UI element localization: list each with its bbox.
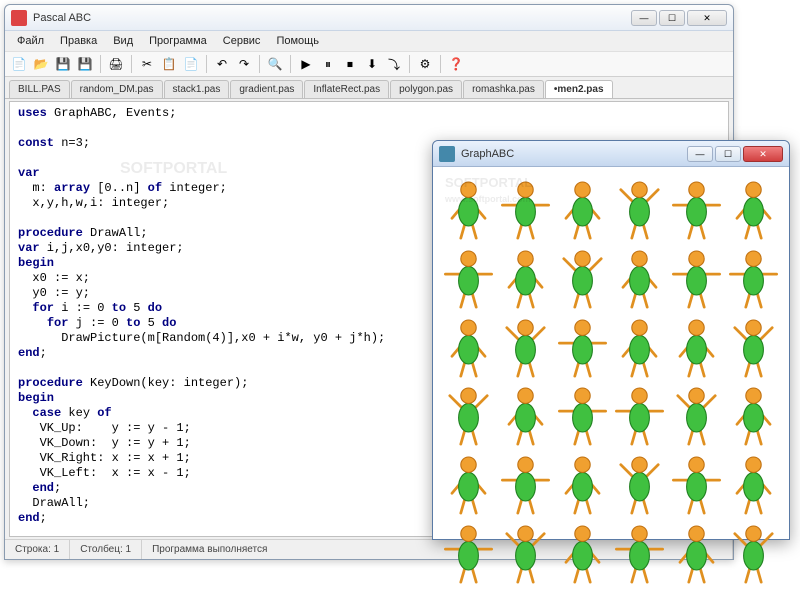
tab-gradient-pas[interactable]: gradient.pas <box>230 80 303 98</box>
figure-cell <box>726 244 781 311</box>
figure-cell <box>498 450 553 517</box>
menubar: ФайлПравкаВидПрограммаСервисПомощь <box>5 31 733 51</box>
help-button[interactable]: ❓ <box>446 54 466 74</box>
figure-cell <box>669 519 724 586</box>
figure-cell <box>555 519 610 586</box>
tab-bill-pas[interactable]: BILL.PAS <box>9 80 70 98</box>
tab-random_dm-pas[interactable]: random_DM.pas <box>71 80 163 98</box>
tab-romashka-pas[interactable]: romashka.pas <box>463 80 544 98</box>
figure-cell <box>612 175 667 242</box>
tab--men2-pas[interactable]: •men2.pas <box>545 80 613 98</box>
find-button[interactable]: 🔍 <box>265 54 285 74</box>
figures-grid <box>437 171 785 535</box>
figure-cell <box>555 244 610 311</box>
figure-cell <box>498 244 553 311</box>
figure-cell <box>669 381 724 448</box>
pause-button[interactable]: ⏸ <box>318 54 338 74</box>
open-button[interactable]: 📂 <box>31 54 51 74</box>
menu-сервис[interactable]: Сервис <box>215 33 269 49</box>
figure-cell <box>555 313 610 380</box>
window-controls: — ☐ ✕ <box>631 10 727 26</box>
menu-программа[interactable]: Программа <box>141 33 215 49</box>
figure-cell <box>669 244 724 311</box>
minimize-button[interactable]: — <box>631 10 657 26</box>
redo-button[interactable]: ↷ <box>234 54 254 74</box>
figure-cell <box>498 519 553 586</box>
figure-cell <box>726 519 781 586</box>
figure-cell <box>612 313 667 380</box>
figure-cell <box>669 450 724 517</box>
figure-cell <box>441 519 496 586</box>
compile-button[interactable]: ⚙ <box>415 54 435 74</box>
stepover-button[interactable]: ⤵ <box>384 54 404 74</box>
figure-cell <box>441 244 496 311</box>
figure-cell <box>441 381 496 448</box>
figure-cell <box>498 381 553 448</box>
maximize-button[interactable]: ☐ <box>659 10 685 26</box>
close-button[interactable]: ✕ <box>687 10 727 26</box>
figure-cell <box>726 381 781 448</box>
graph-minimize-button[interactable]: — <box>687 146 713 162</box>
figure-cell <box>555 381 610 448</box>
run-button[interactable]: ▶ <box>296 54 316 74</box>
figure-cell <box>441 175 496 242</box>
file-tabs: BILL.PASrandom_DM.passtack1.pasgradient.… <box>5 77 733 99</box>
figure-cell <box>555 175 610 242</box>
figure-cell <box>441 313 496 380</box>
figure-cell <box>612 244 667 311</box>
figure-cell <box>498 175 553 242</box>
figure-cell <box>498 313 553 380</box>
save-button[interactable]: 💾 <box>53 54 73 74</box>
graph-title: GraphABC <box>461 148 687 160</box>
figure-cell <box>612 381 667 448</box>
figure-cell <box>441 450 496 517</box>
tab-polygon-pas[interactable]: polygon.pas <box>390 80 462 98</box>
graph-app-icon <box>439 146 455 162</box>
figure-cell <box>726 313 781 380</box>
graph-window: GraphABC — ☐ ✕ <box>432 140 790 540</box>
ide-titlebar: Pascal ABC — ☐ ✕ <box>5 5 733 31</box>
status-line: Строка: 1 <box>5 540 70 559</box>
menu-файл[interactable]: Файл <box>9 33 52 49</box>
graph-titlebar: GraphABC — ☐ ✕ <box>433 141 789 167</box>
graph-window-controls: — ☐ ✕ <box>687 146 783 162</box>
menu-помощь[interactable]: Помощь <box>268 33 327 49</box>
undo-button[interactable]: ↶ <box>212 54 232 74</box>
ide-title: Pascal ABC <box>33 12 631 24</box>
cut-button[interactable]: ✂ <box>137 54 157 74</box>
figure-cell <box>669 313 724 380</box>
figure-cell <box>612 450 667 517</box>
graph-maximize-button[interactable]: ☐ <box>715 146 741 162</box>
figure-cell <box>612 519 667 586</box>
saveall-button[interactable]: 💾 <box>75 54 95 74</box>
figure-cell <box>726 175 781 242</box>
print-button[interactable]: 🖨 <box>106 54 126 74</box>
graph-canvas <box>437 171 785 535</box>
copy-button[interactable]: 📋 <box>159 54 179 74</box>
toolbar: 📄📂💾💾🖨✂📋📄↶↷🔍▶⏸⏹⬇⤵⚙❓ <box>5 51 733 77</box>
new-button[interactable]: 📄 <box>9 54 29 74</box>
app-icon <box>11 10 27 26</box>
menu-вид[interactable]: Вид <box>105 33 141 49</box>
figure-cell <box>669 175 724 242</box>
paste-button[interactable]: 📄 <box>181 54 201 74</box>
tab-stack1-pas[interactable]: stack1.pas <box>164 80 230 98</box>
status-col: Столбец: 1 <box>70 540 142 559</box>
graph-close-button[interactable]: ✕ <box>743 146 783 162</box>
step-button[interactable]: ⬇ <box>362 54 382 74</box>
menu-правка[interactable]: Правка <box>52 33 105 49</box>
stop-button[interactable]: ⏹ <box>340 54 360 74</box>
figure-cell <box>726 450 781 517</box>
figure-cell <box>555 450 610 517</box>
tab-inflaterect-pas[interactable]: InflateRect.pas <box>304 80 389 98</box>
